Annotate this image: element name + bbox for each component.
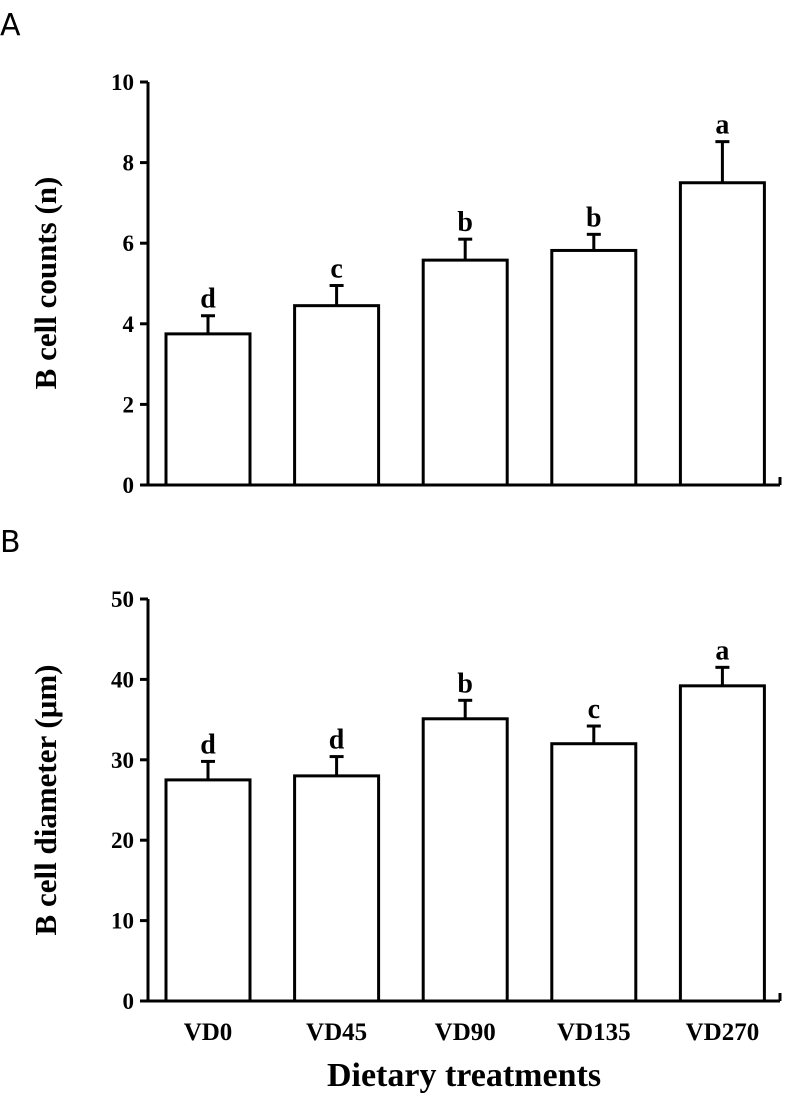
- panel-b-bar-vd90: [421, 717, 509, 1003]
- panel-b-category-label: VD90: [435, 1019, 496, 1046]
- panel-b-bar-vd270: [678, 684, 766, 1003]
- panel-a-significance-letter: a: [715, 110, 729, 141]
- panel-a-y-tick-label: 6: [123, 231, 135, 256]
- panel-b-y-tick-label: 30: [111, 748, 134, 773]
- panel-a-significance-letter: b: [586, 202, 602, 233]
- panel-b-y-tick-label: 50: [111, 587, 134, 612]
- panel-b-significance-letter: d: [329, 725, 345, 756]
- panel-a-y-tick-label: 2: [123, 392, 135, 417]
- panel-b-letter: B: [0, 525, 21, 560]
- panel-b-y-tick-label: 10: [111, 909, 134, 934]
- panel-b-bar-vd135: [550, 742, 638, 1003]
- panel-b-bar-vd0: [164, 778, 252, 1003]
- panel-a-chart: 0 2 4 6 8 10 d c b b a: [111, 70, 782, 498]
- panel-b-significance-letter: b: [457, 668, 473, 699]
- panel-a-bar-vd0: [164, 332, 252, 487]
- panel-a-significance-letter: b: [457, 207, 473, 238]
- panel-b-category-label: VD45: [306, 1019, 367, 1046]
- panel-a-significance-letter: d: [200, 284, 216, 315]
- panel-a-bar-vd135: [550, 248, 638, 487]
- panel-b-y-tick-label: 40: [111, 667, 134, 692]
- panel-b-category-label: VD270: [686, 1019, 760, 1046]
- panel-a-y-axis-label: B cell counts (n): [28, 177, 63, 390]
- panel-b-chart: 0 10 20 30 40 50 d VD0 d VD45 b VD90 c VD135 a VD270: [111, 587, 782, 1046]
- panel-b-y-tick-label: 20: [111, 828, 134, 853]
- panel-a-significance-letter: c: [330, 254, 342, 285]
- panel-a-y-tick-label: 4: [123, 312, 135, 337]
- panel-a-y-tick-label: 8: [123, 151, 135, 176]
- x-axis-label: Dietary treatments: [327, 1057, 601, 1094]
- panel-a-bar-vd45: [293, 304, 381, 487]
- panel-b-significance-letter: c: [588, 694, 600, 725]
- panel-a-letter: A: [0, 8, 21, 43]
- panel-b-significance-letter: a: [715, 635, 729, 666]
- panel-b-bar-vd45: [293, 774, 381, 1003]
- panel-a-y-tick-label: 0: [123, 473, 135, 498]
- panel-b-significance-letter: d: [200, 729, 216, 760]
- panel-b-y-tick-label: 0: [123, 989, 135, 1014]
- panel-a-y-tick-label: 10: [111, 70, 134, 95]
- panel-a-bar-vd90: [421, 258, 509, 487]
- panel-a-bar-vd270: [678, 181, 766, 487]
- panel-b-category-label: VD0: [184, 1019, 233, 1046]
- panel-b-y-axis-label: B cell diameter (μm): [28, 665, 63, 936]
- panel-b-category-label: VD135: [557, 1019, 631, 1046]
